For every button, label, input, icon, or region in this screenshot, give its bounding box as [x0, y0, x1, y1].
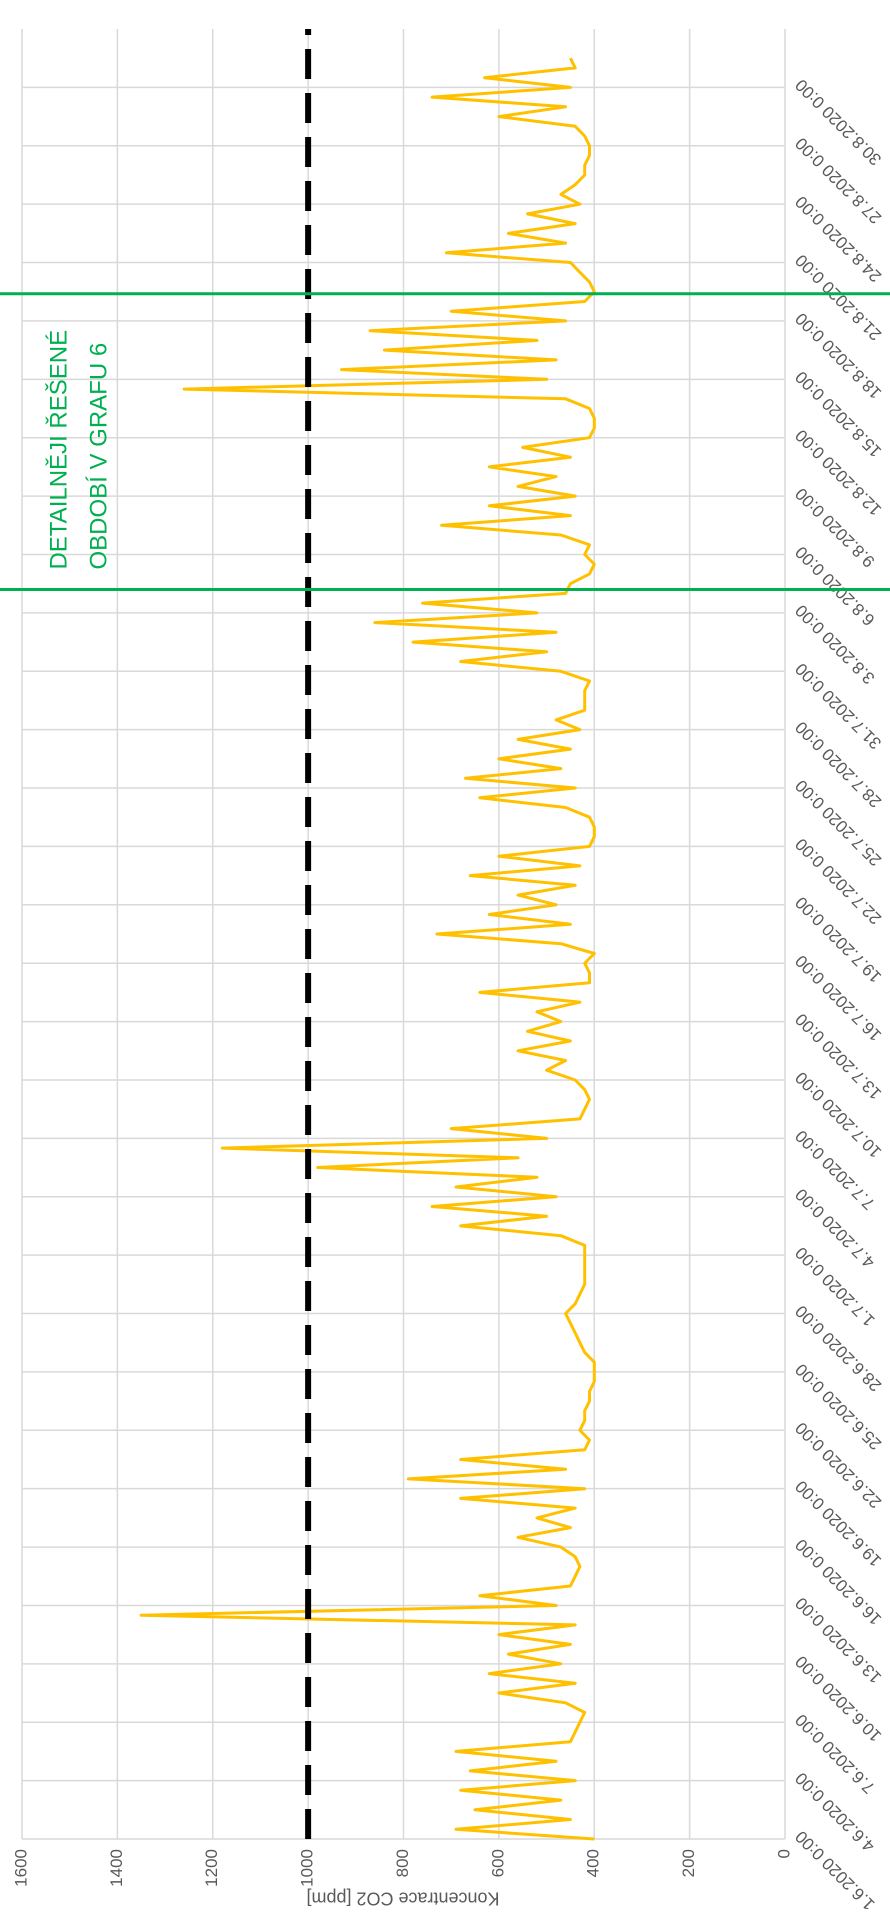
annotation: DETAILNĚJI ŘEŠENÉ	[44, 330, 72, 570]
data-line	[139, 57, 596, 1841]
annotation: OBDOBÍ V GRAFU 6	[85, 343, 112, 570]
rotated-chart: Koncentrace CO2 [ppm] 0 200 400 600 800 1000 1…	[0, 29, 890, 1914]
y-tick-label: 400	[584, 1849, 603, 1877]
y-tick-label: 200	[679, 1849, 698, 1877]
y-axis-title: Koncentrace CO2 [ppm]	[306, 1888, 499, 1908]
y-tick-label: 1400	[107, 1849, 126, 1887]
y-tick-label: 800	[393, 1849, 412, 1877]
y-tick-label: 1200	[202, 1849, 221, 1887]
y-tick-label: 0	[774, 1849, 793, 1858]
y-tick-label: 1600	[11, 1849, 30, 1887]
y-tick-label: 1000	[298, 1849, 317, 1887]
y-tick-label: 600	[488, 1849, 507, 1877]
